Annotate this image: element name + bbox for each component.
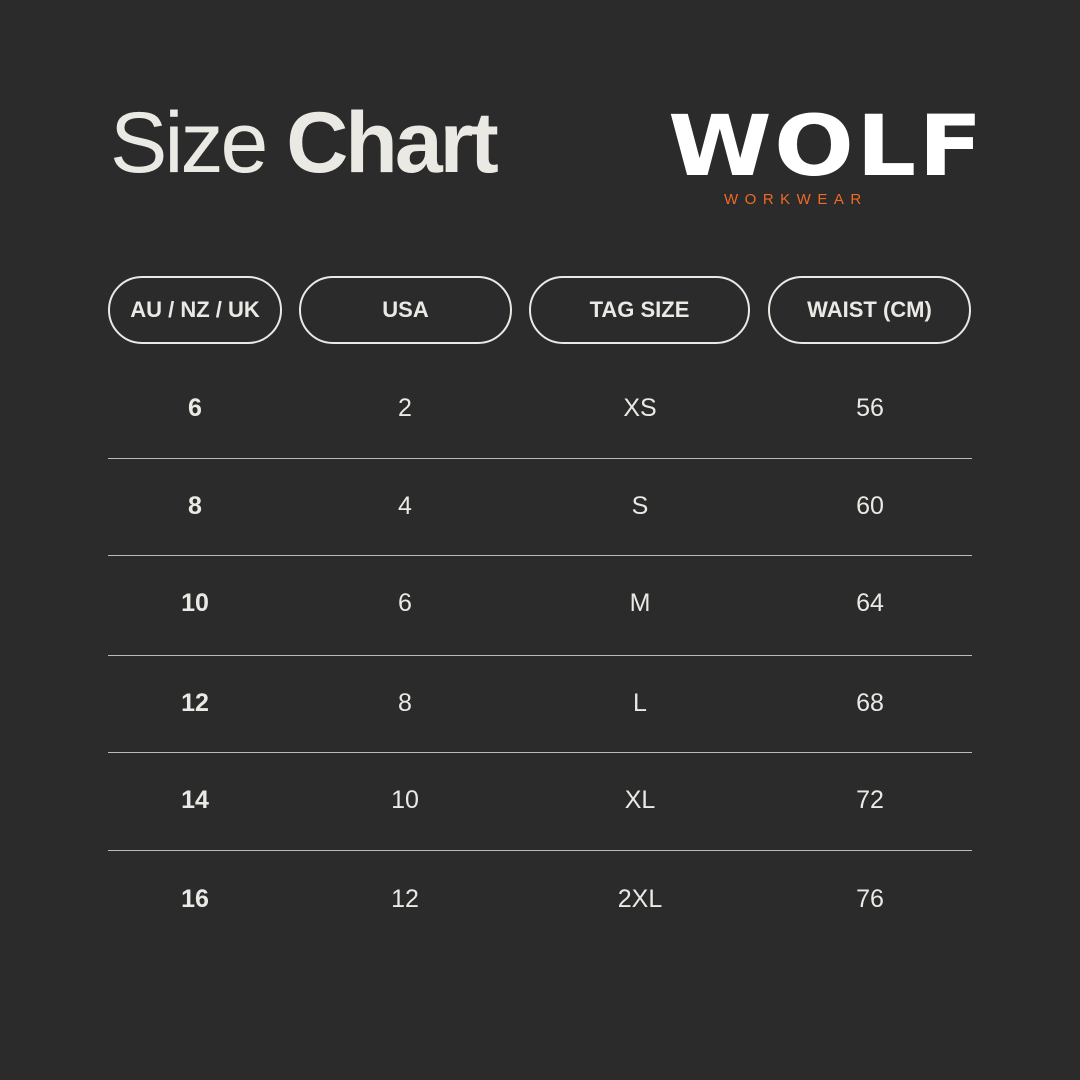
row-divider: [108, 555, 972, 556]
table-cell: 60: [856, 492, 884, 520]
row-divider: [108, 655, 972, 656]
column-header: WAIST (CM): [768, 276, 971, 344]
table-cell: 2XL: [617, 885, 663, 913]
column-header: AU / NZ / UK: [108, 276, 282, 344]
table-cell: 68: [856, 689, 884, 717]
table-cell: 10: [391, 786, 419, 814]
logo-wordmark: WOLF: [668, 97, 985, 195]
table-cell: 76: [856, 885, 884, 913]
title-bold: Chart: [286, 95, 499, 191]
table-cell: 16: [181, 885, 209, 913]
table-cell: XS: [623, 394, 657, 422]
table-cell: 2: [398, 394, 412, 422]
table-cell: 4: [398, 492, 412, 520]
table-cell: 56: [856, 394, 884, 422]
table-cell: S: [631, 492, 649, 520]
wolf-workwear-logo: WOLF WORKWEAR: [668, 104, 983, 214]
title-light: Size: [110, 95, 268, 191]
table-cell: 72: [856, 786, 884, 814]
table-cell: 12: [181, 689, 209, 717]
column-header: USA: [299, 276, 512, 344]
row-divider: [108, 458, 972, 459]
table-cell: 64: [856, 589, 884, 617]
table-cell: 6: [398, 589, 412, 617]
table-cell: 6: [188, 394, 202, 422]
page-title: Size Chart: [110, 100, 499, 186]
table-cell: 14: [181, 786, 209, 814]
row-divider: [108, 752, 972, 753]
table-cell: L: [633, 689, 647, 717]
row-divider: [108, 850, 972, 851]
table-cell: 8: [188, 492, 202, 520]
logo-tagline: WORKWEAR: [724, 191, 868, 208]
table-cell: 8: [398, 689, 412, 717]
table-cell: 12: [391, 885, 419, 913]
table-cell: 10: [181, 589, 209, 617]
column-header: TAG SIZE: [529, 276, 750, 344]
table-cell: M: [629, 589, 651, 617]
table-cell: XL: [624, 786, 656, 814]
